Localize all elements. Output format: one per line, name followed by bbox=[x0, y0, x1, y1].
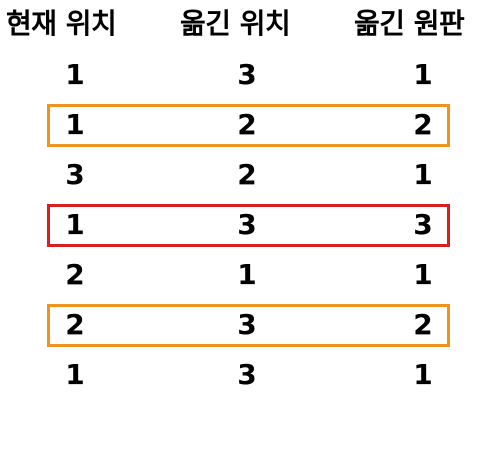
cell-moved-position: 3 bbox=[237, 358, 257, 391]
cell-moved-disk: 1 bbox=[413, 358, 433, 391]
cell-current-position: 1 bbox=[65, 358, 85, 391]
cell-moved-disk: 3 bbox=[413, 208, 433, 241]
table-row: 1 3 1 bbox=[0, 50, 500, 100]
row-highlight-frame bbox=[47, 104, 450, 147]
cell-current-position: 1 bbox=[65, 108, 85, 141]
cell-current-position: 2 bbox=[65, 258, 85, 291]
cell-moved-position: 3 bbox=[237, 308, 257, 341]
cell-moved-position: 1 bbox=[237, 258, 257, 291]
table-row: 1 3 1 bbox=[0, 350, 500, 400]
table-row: 2 3 2 bbox=[0, 300, 500, 350]
table-row: 1 3 3 bbox=[0, 200, 500, 250]
table-row: 2 1 1 bbox=[0, 250, 500, 300]
cell-moved-disk: 1 bbox=[413, 258, 433, 291]
table-row: 1 2 2 bbox=[0, 100, 500, 150]
row-highlight-frame bbox=[47, 304, 450, 347]
table-row: 3 2 1 bbox=[0, 150, 500, 200]
cell-moved-position: 2 bbox=[237, 158, 257, 191]
cell-moved-disk: 2 bbox=[413, 108, 433, 141]
header-moved-position: 옮긴 위치 bbox=[180, 7, 291, 40]
row-highlight-frame bbox=[47, 204, 450, 247]
cell-moved-disk: 2 bbox=[413, 308, 433, 341]
cell-moved-position: 3 bbox=[237, 208, 257, 241]
cell-moved-disk: 1 bbox=[413, 158, 433, 191]
cell-current-position: 1 bbox=[65, 208, 85, 241]
cell-current-position: 1 bbox=[65, 58, 85, 91]
cell-moved-position: 3 bbox=[237, 58, 257, 91]
header-current-position: 현재 위치 bbox=[6, 7, 117, 40]
cell-moved-position: 2 bbox=[237, 108, 257, 141]
table-header: 현재 위치 옮긴 위치 옮긴 원판 bbox=[0, 0, 500, 50]
cell-current-position: 2 bbox=[65, 308, 85, 341]
cell-moved-disk: 1 bbox=[413, 58, 433, 91]
header-moved-disk: 옮긴 원판 bbox=[354, 7, 465, 40]
cell-current-position: 3 bbox=[65, 158, 85, 191]
